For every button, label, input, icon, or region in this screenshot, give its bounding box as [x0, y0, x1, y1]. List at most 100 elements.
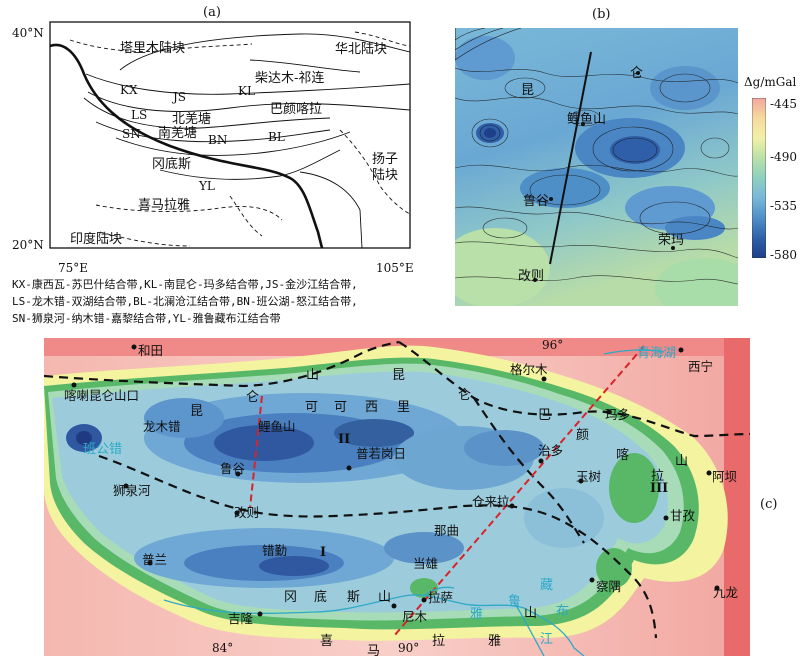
- range-la: 拉: [651, 469, 665, 484]
- caption-line-1: KX-康西瓦-苏巴什结合带,KL-南昆仑-玛多结合带,JS-金沙江结合带,: [12, 278, 358, 291]
- range-ke-1: 可: [305, 400, 319, 415]
- qinghai-lake-label: 青海湖: [637, 346, 677, 361]
- colorbar-tick-535: -535: [770, 199, 797, 213]
- range-di: 底: [314, 590, 328, 605]
- lon-84-label: 84°: [212, 641, 234, 655]
- range-shan-4: 山: [524, 606, 538, 621]
- river-char-jiang: 江: [540, 632, 554, 647]
- range-lun: 仑: [246, 390, 260, 405]
- suture-ls: LS: [131, 108, 148, 122]
- himalaya-label: 喜马拉雅: [138, 198, 191, 213]
- city-lasa: 拉萨: [428, 590, 454, 605]
- bangong-lake-label: 班公错: [83, 442, 123, 457]
- region-III: III: [650, 481, 669, 496]
- river-char-zang: 藏: [540, 578, 554, 593]
- city-cuolai: 仓来拉: [472, 494, 510, 509]
- panel-b-gravity-map: [455, 28, 738, 306]
- yangtze-label-2: 陆块: [372, 168, 399, 183]
- range-xi-2: 喜: [320, 634, 334, 649]
- city-gaize: 改则: [234, 505, 260, 520]
- city-golmud: 格尔木: [510, 362, 548, 377]
- region-I: I: [320, 545, 327, 560]
- range-kun: 昆: [190, 404, 204, 419]
- city-aba: 阿坝: [712, 469, 738, 484]
- suture-bl: BL: [268, 130, 285, 144]
- region-II: II: [338, 432, 351, 447]
- suture-js: JS: [173, 90, 187, 104]
- colorbar-tick-445: -445: [770, 97, 797, 111]
- colorbar-tick-580: -580: [770, 248, 797, 262]
- city-dangxiong: 当雄: [413, 556, 439, 571]
- bayan-har-label: 巴颜喀拉: [270, 102, 323, 117]
- suture-kl: KL: [238, 84, 255, 98]
- range-gang: 冈: [284, 590, 298, 605]
- colorbar-tick-490: -490: [770, 150, 797, 164]
- suture-sn: SN: [122, 127, 141, 141]
- city-kalakunlun: 喀喇昆仑山口: [64, 388, 140, 403]
- gangdese-label: 冈底斯: [152, 157, 192, 172]
- range-shan-1: 山: [306, 368, 320, 383]
- caption-line-2: LS-龙木错-双湖结合带,BL-北澜沧江结合带,BN-班公湖-怒江结合带,: [12, 295, 358, 308]
- north-qiangtang-label: 北羌塘: [172, 112, 212, 127]
- north-china-block-label: 华北陆块: [335, 42, 388, 57]
- b-gaize-label: 改则: [518, 269, 545, 284]
- city-liyushan: 鲤鱼山: [258, 419, 296, 434]
- b-rongma-label: 荣玛: [658, 233, 685, 248]
- colorbar-title: Δg/mGal: [744, 75, 797, 89]
- india-block-label: 印度陆块: [70, 232, 123, 247]
- suture-bn: BN: [208, 133, 228, 147]
- river-char-lu: 鲁: [508, 594, 522, 609]
- panel-c-gravity-map: [44, 338, 750, 656]
- range-si: 斯: [347, 590, 361, 605]
- range-yan: 颜: [576, 428, 590, 443]
- range-shan-3: 山: [378, 590, 392, 605]
- range-ba: 巴: [538, 408, 552, 423]
- city-longmuco: 龙木错: [143, 419, 181, 434]
- range-kun-2: 昆: [392, 368, 406, 383]
- city-ganzi: 甘孜: [670, 508, 696, 523]
- caption-line-3: SN-狮泉河-纳木错-嘉黎结合带,YL-雅鲁藏布江结合带: [12, 312, 281, 325]
- city-zhiduo: 治多: [538, 443, 564, 458]
- city-nimu: 尼木: [402, 609, 428, 624]
- city-maduo: 玛多: [605, 407, 631, 422]
- city-yushu: 玉树: [576, 469, 602, 484]
- city-shiquanhe: 狮泉河: [113, 483, 151, 498]
- city-xining: 西宁: [688, 359, 714, 374]
- range-lun-2: 仑: [458, 388, 472, 403]
- city-jilong: 吉隆: [228, 611, 254, 626]
- yangtze-label-1: 扬子: [372, 152, 399, 167]
- city-hetian: 和田: [138, 343, 164, 358]
- river-char-ya: 雅: [470, 607, 484, 622]
- lat-20-label: 20°N: [12, 238, 44, 252]
- suture-yl: YL: [199, 179, 215, 193]
- river-char-bu: 布: [556, 604, 570, 619]
- range-li: 里: [397, 400, 411, 415]
- range-shan-2: 山: [675, 454, 689, 469]
- range-ma: 马: [367, 644, 381, 659]
- panel-b-label: (b): [592, 7, 611, 22]
- b-lun-label: 仑: [630, 66, 644, 81]
- suture-kx: KX: [120, 83, 138, 97]
- lon-96-label: 96°: [542, 338, 564, 352]
- city-jiulong: 九龙: [713, 585, 739, 600]
- city-chaqu: 察隅: [596, 579, 622, 594]
- panel-c-label: (c): [760, 497, 778, 512]
- b-lugu-label: 鲁谷: [523, 194, 550, 209]
- range-ya: 雅: [488, 634, 502, 649]
- range-la-2: 拉: [432, 634, 446, 649]
- lon-75-label: 75°E: [58, 261, 89, 275]
- south-qiangtang-label: 南羌塘: [158, 126, 198, 141]
- b-liyushan-label: 鲤鱼山: [567, 112, 607, 127]
- tarim-block-label: 塔里木陆块: [120, 41, 186, 56]
- panel-a-label: (a): [203, 5, 221, 20]
- range-xi: 西: [365, 400, 379, 415]
- range-ka: 喀: [616, 448, 630, 463]
- range-ke-2: 可: [334, 400, 348, 415]
- city-cuoqin: 错勤: [262, 543, 288, 558]
- colorbar: [752, 98, 766, 258]
- city-pulan: 普兰: [142, 552, 168, 567]
- lon-105-label: 105°E: [376, 261, 414, 275]
- qaidam-label: 柴达木-祁连: [255, 71, 325, 86]
- city-pulo: 普若岗日: [356, 446, 407, 461]
